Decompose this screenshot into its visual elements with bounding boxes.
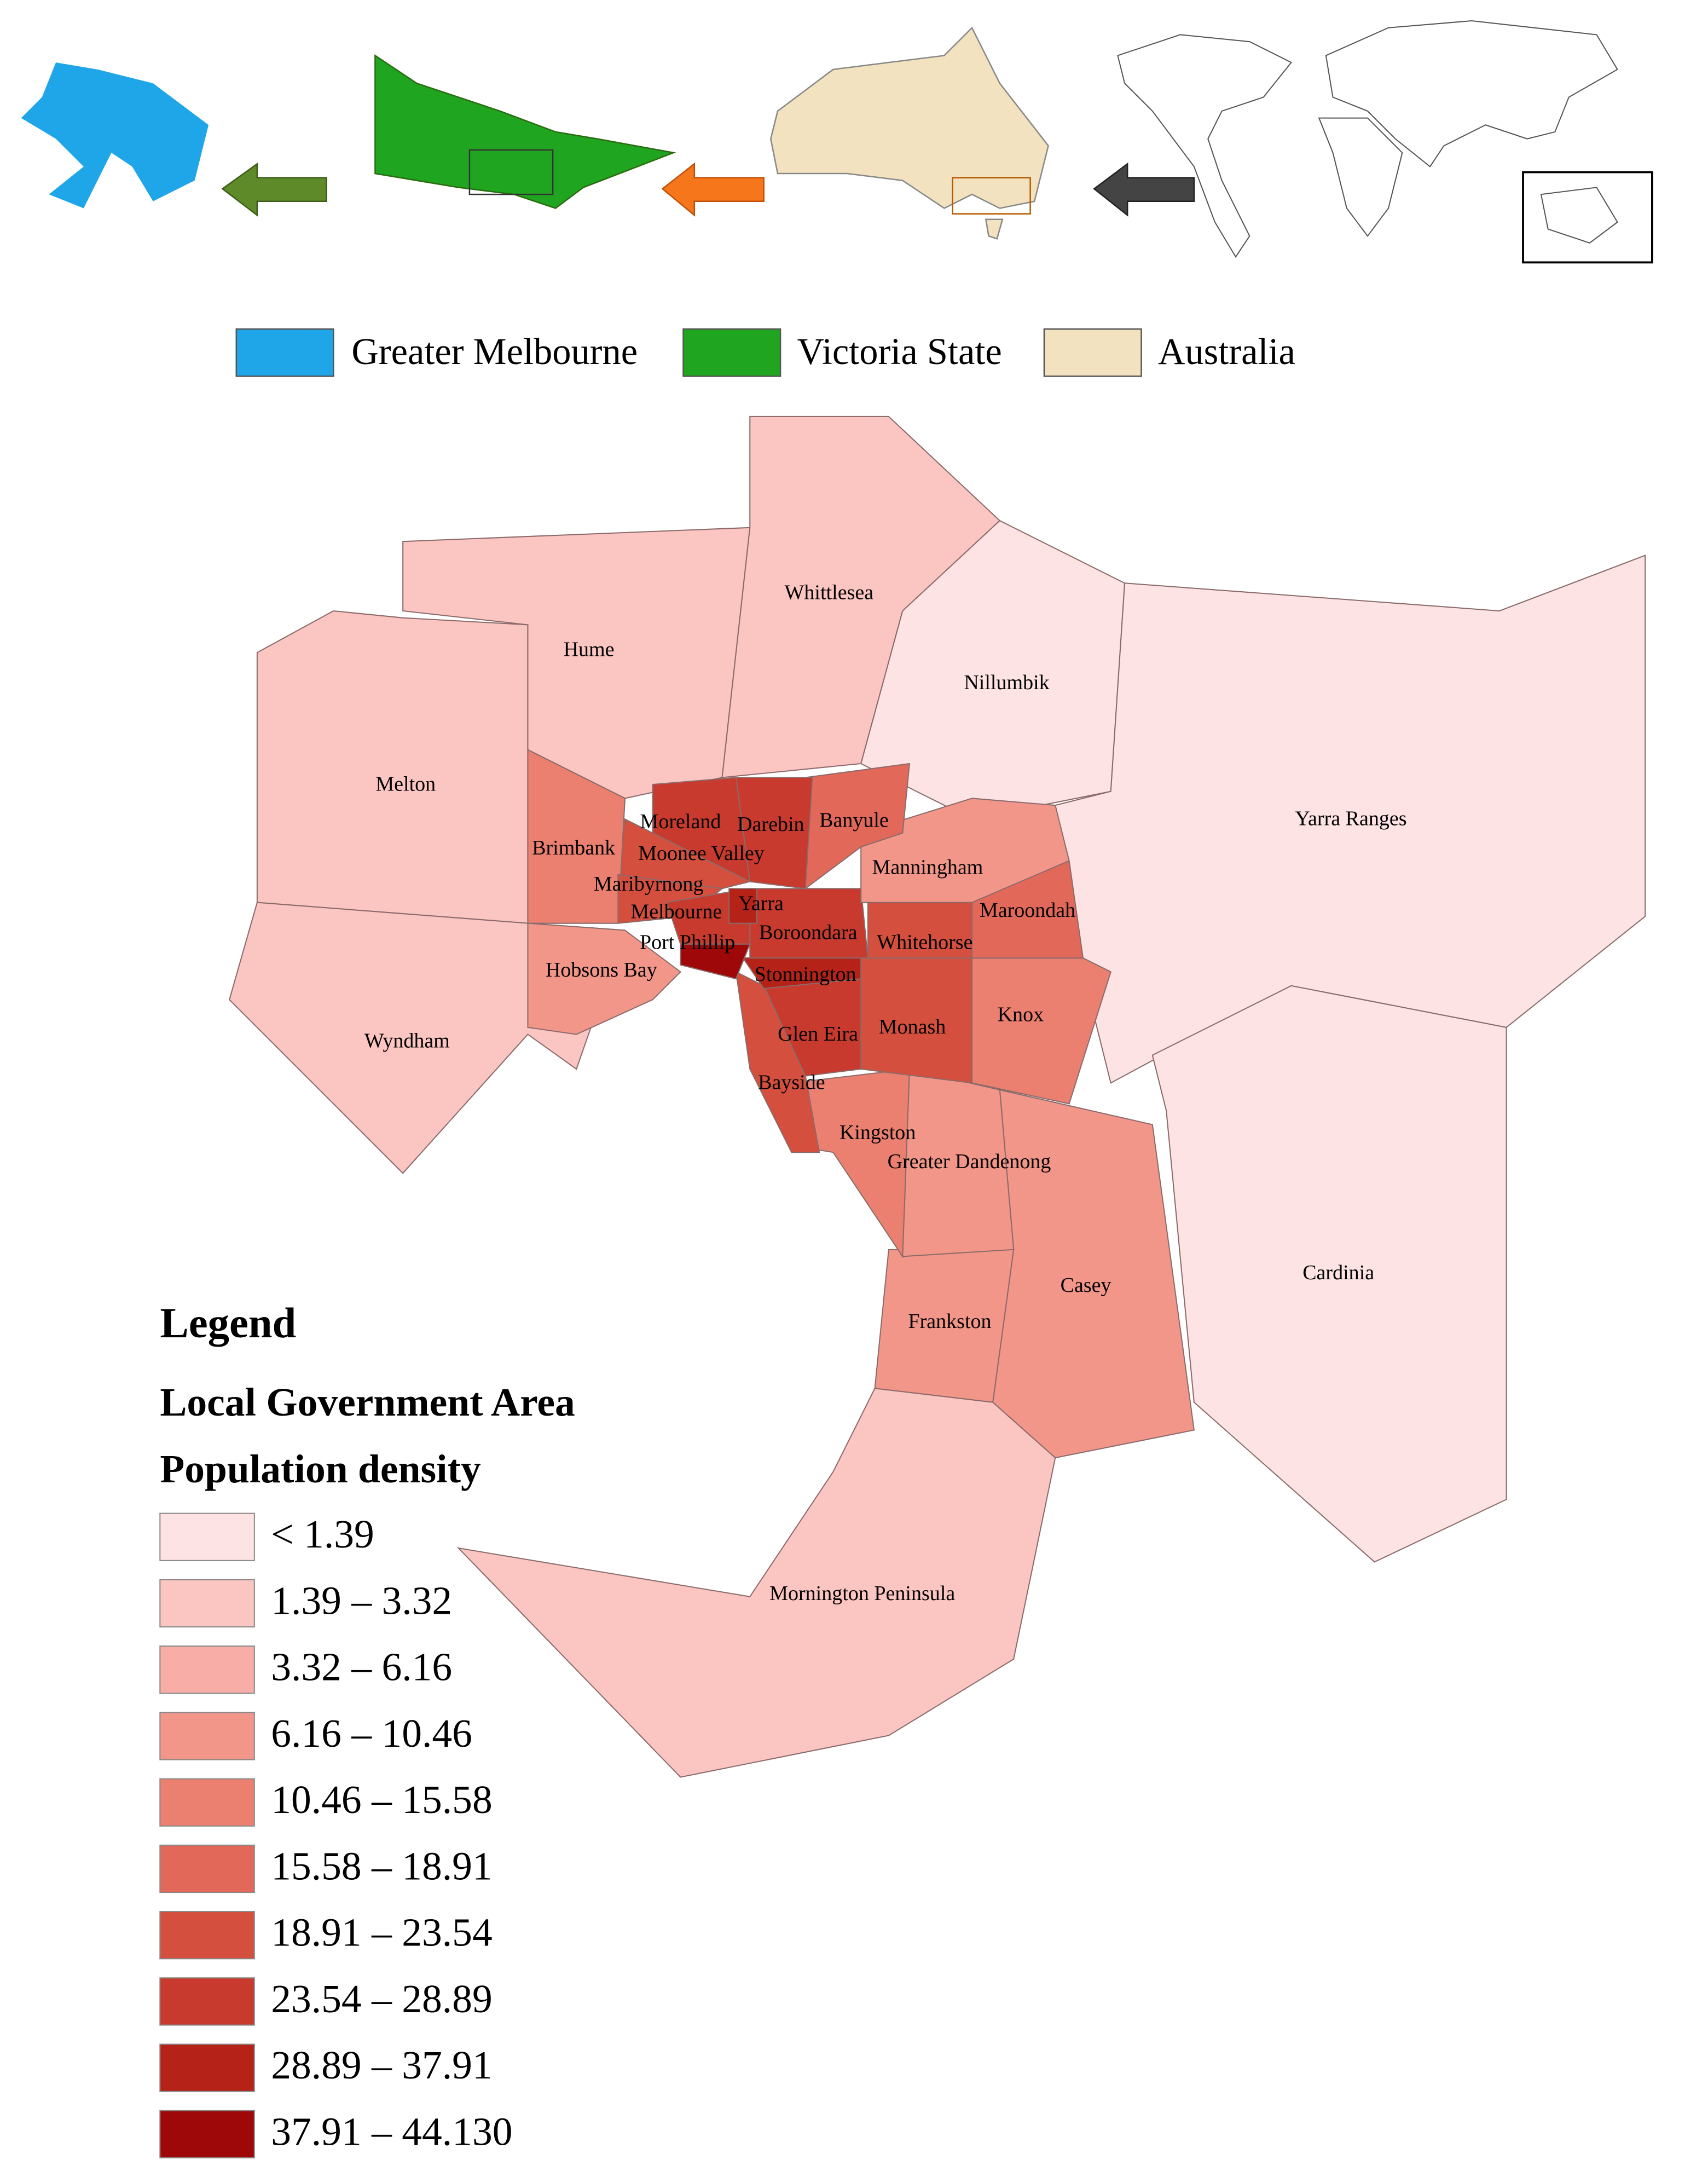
lga-label: Monash — [879, 1015, 946, 1038]
lga-label: Glen Eira — [778, 1023, 858, 1046]
lga-label: Brimbank — [532, 836, 616, 859]
lga-label: Yarra — [738, 892, 784, 915]
legend-label: 1.39 – 3.32 — [271, 1578, 452, 1622]
lga-label: Hume — [564, 638, 615, 661]
legend-label: 28.89 – 37.91 — [271, 2042, 493, 2087]
arrow — [661, 162, 765, 217]
lga-label: Whittlesea — [785, 581, 874, 604]
legend-swatch — [159, 1579, 255, 1628]
lga — [860, 798, 1070, 903]
lga — [728, 888, 757, 924]
lga-label: Melton — [375, 772, 436, 795]
legend-label: 6.16 – 10.46 — [271, 1711, 472, 1756]
legend-label: 3.32 – 6.16 — [271, 1644, 452, 1689]
inset-australia — [770, 26, 1049, 209]
lga-label: Hobsons Bay — [546, 958, 657, 981]
lga-label: Maroondah — [980, 899, 1075, 922]
lga-label: Casey — [1061, 1274, 1111, 1297]
inset-box — [468, 149, 554, 195]
legend-label: 23.54 – 28.89 — [271, 1976, 493, 2021]
lga-label: Mornington Peninsula — [769, 1582, 955, 1605]
legend-subtitle: Local Government Area — [160, 1379, 575, 1424]
lga-label: Wyndham — [364, 1030, 450, 1053]
arrow — [221, 162, 327, 217]
lga-label: Yarra Ranges — [1295, 807, 1406, 830]
inset-legend: Greater Melbourne Victoria State Austral… — [235, 328, 1295, 377]
legend-swatch — [159, 1977, 255, 2026]
legend-swatch — [682, 328, 781, 377]
legend-swatch — [159, 2110, 255, 2159]
legend-label: 10.46 – 15.58 — [271, 1777, 493, 1822]
legend-label: < 1.39 — [271, 1511, 374, 1556]
legend-swatch — [159, 1712, 255, 1760]
lga-label: Frankston — [908, 1310, 991, 1333]
inset-victoria — [374, 54, 676, 209]
inset-melbourne — [21, 62, 209, 209]
lga-label: Boroondara — [759, 921, 858, 944]
legend-swatch — [235, 328, 334, 377]
legend-label: 15.58 – 18.91 — [271, 1843, 493, 1888]
legend-heading: Population density — [160, 1446, 481, 1491]
lga-label: Darebin — [737, 813, 804, 836]
legend-swatch — [159, 2043, 255, 2092]
lga-label: Port Phillip — [640, 931, 735, 954]
lga — [527, 922, 682, 1035]
world-outline — [1117, 20, 1618, 258]
legend-label: Australia — [1158, 331, 1295, 372]
lga — [256, 610, 529, 924]
lga-map — [229, 415, 1646, 1778]
lga — [1151, 985, 1507, 1563]
lga-label: Cardinia — [1302, 1261, 1374, 1284]
legend-swatch — [159, 1512, 255, 1561]
lga-label: Whitehorse — [877, 931, 972, 954]
legend-swatch — [159, 1778, 255, 1827]
lga-label: Kingston — [839, 1121, 916, 1144]
lga-label: Maribyrnong — [594, 873, 704, 896]
legend-title: Legend — [160, 1300, 296, 1347]
lga-label: Greater Dandenong — [888, 1150, 1051, 1173]
legend-label: Greater Melbourne — [351, 331, 638, 372]
legend-swatch — [159, 1645, 255, 1694]
lga — [680, 943, 751, 980]
lga — [456, 1388, 1056, 1778]
lga-label: Moreland — [640, 810, 721, 833]
lga-label: Moonee Valley — [638, 842, 765, 865]
lga-label: Nillumbik — [964, 671, 1050, 694]
inset-box — [1522, 171, 1653, 264]
lga-label: Knox — [998, 1003, 1044, 1026]
legend-swatch — [159, 1911, 255, 1960]
legend-label: 18.91 – 23.54 — [271, 1910, 493, 1955]
lga-label: Bayside — [758, 1071, 825, 1094]
locator-insets — [21, 20, 1653, 264]
tasmania — [985, 218, 1004, 240]
legend: Legend Local Government Area Population … — [159, 1300, 575, 2159]
legend-swatch — [159, 1844, 255, 1893]
lga-label: Stonnington — [755, 963, 856, 986]
inset-box — [952, 177, 1031, 215]
legend-label: 37.91 – 44.130 — [271, 2109, 512, 2153]
legend-label: Victoria State — [797, 331, 1002, 372]
lga-label: Melbourne — [630, 900, 722, 923]
lga — [971, 957, 1111, 1105]
legend-swatch — [1043, 328, 1142, 377]
lga-labels: Whittlesea Hume Nillumbik Melton Yarra R… — [364, 581, 1407, 1605]
lga-label: Manningham — [872, 856, 983, 879]
arrow — [1093, 162, 1195, 217]
lga-label: Banyule — [819, 809, 889, 831]
